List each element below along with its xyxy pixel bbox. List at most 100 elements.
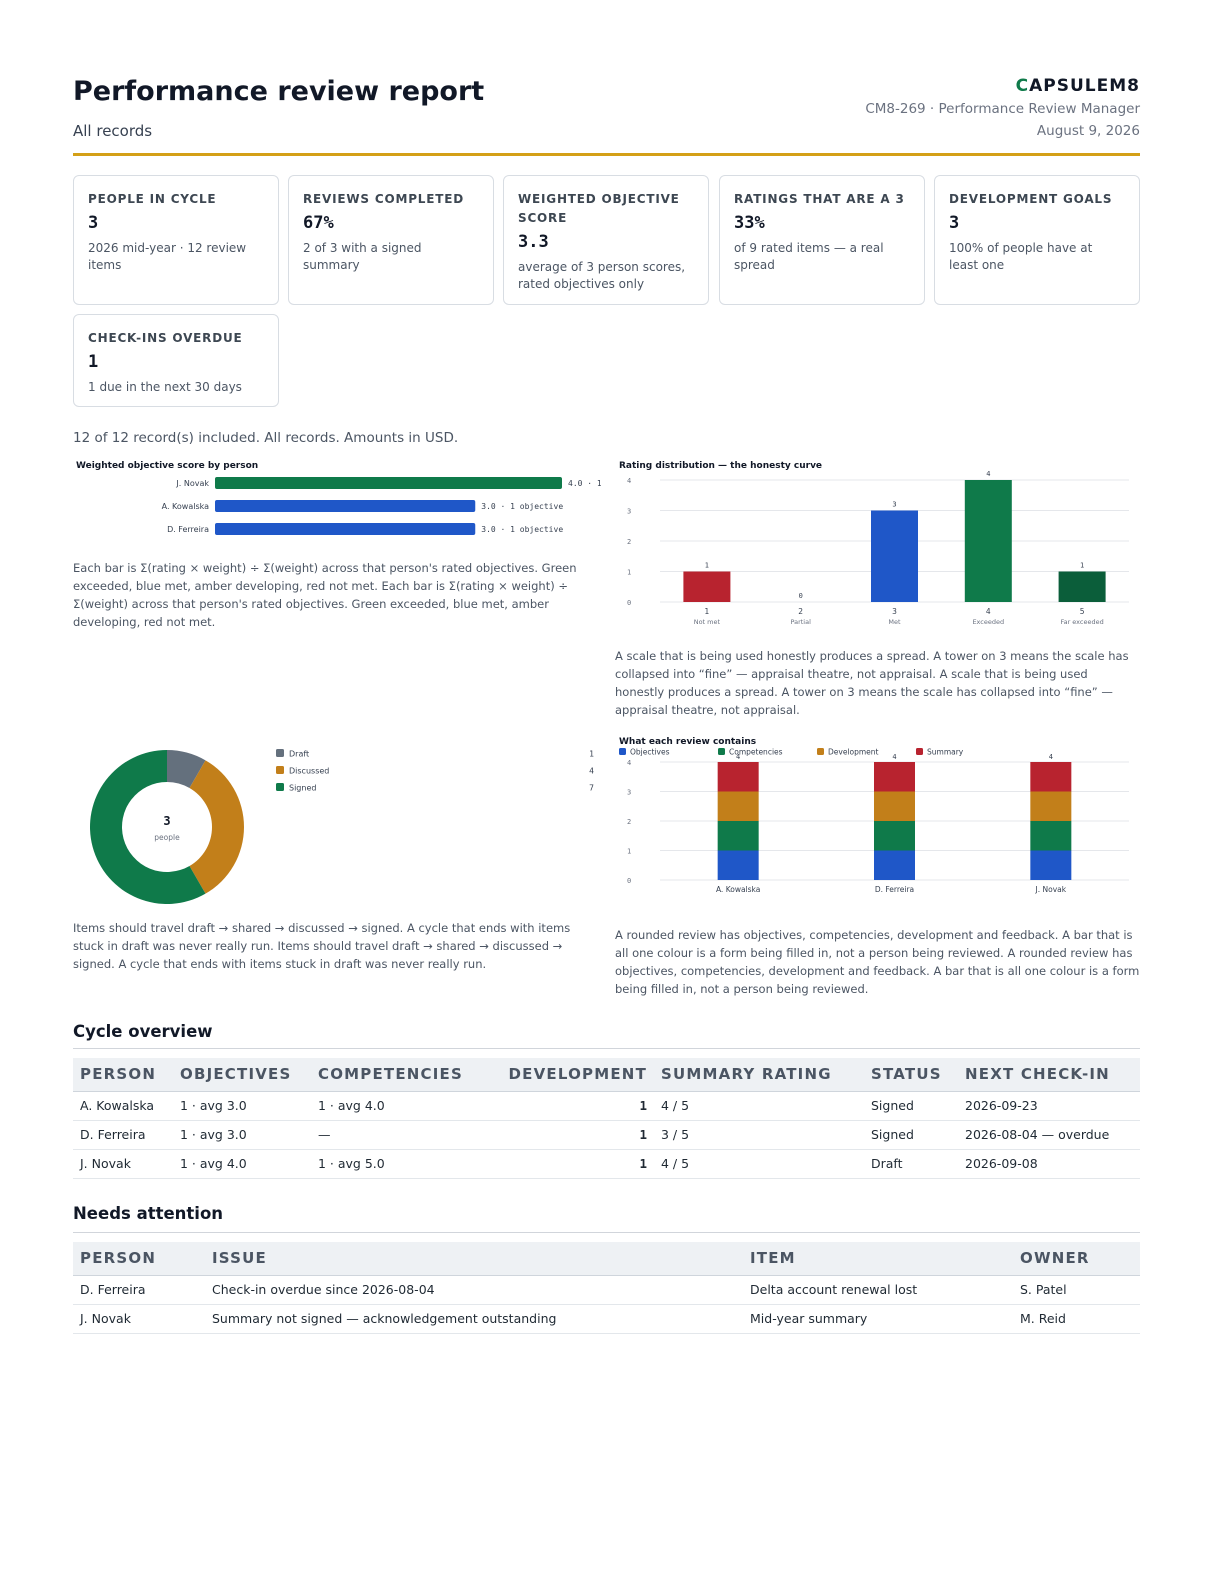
col-objectives: OBJECTIVES <box>173 1058 311 1092</box>
chart-caption: A rounded review has objectives, compete… <box>615 928 1140 996</box>
x-tick-sublabel: Met <box>888 618 901 626</box>
legend-label: Draft <box>289 750 309 759</box>
y-tick-label: 3 <box>627 789 631 797</box>
bar-total-label: 4 <box>736 753 740 761</box>
kpi-sub: 100% of people have at least one <box>949 241 1093 272</box>
col-person: PERSON <box>73 1242 205 1276</box>
table-row: J. Novak Summary not signed — acknowledg… <box>73 1304 1140 1334</box>
donut-center-value: 3 <box>163 814 170 828</box>
kpi-sub: 2 of 3 with a signed summary <box>303 241 422 272</box>
bar-mark <box>871 510 918 602</box>
needs-attention-table: PERSON ISSUE ITEM OWNER D. Ferreira Chec… <box>73 1242 1140 1334</box>
col-development: DEVELOPMENT <box>479 1058 654 1092</box>
donut-slice <box>89 750 206 904</box>
donut-center-label: people <box>154 833 180 842</box>
col-issue: ISSUE <box>205 1242 743 1276</box>
status-donut-chart-svg: 3 people Draft 1 Discussed 4 Signed 7 <box>89 749 594 904</box>
stack-segment <box>717 791 759 821</box>
bar-mark <box>964 480 1012 602</box>
cell-objectives: 1 · avg 3.0 <box>173 1120 311 1150</box>
kpi-label: Ratings that are a 3 <box>734 192 905 206</box>
bar-mark <box>215 477 562 489</box>
bar-value-label: 1 <box>705 562 709 570</box>
stack-segment <box>717 821 759 851</box>
kpi-value: 67% <box>303 213 334 233</box>
chart-status-donut: 3 people Draft 1 Discussed 4 Signed 7 Items sho… <box>73 735 601 973</box>
legend-swatch <box>276 766 284 774</box>
cell-item: Delta account renewal lost <box>743 1275 1013 1305</box>
cell-objectives: 1 · avg 3.0 <box>173 1091 311 1121</box>
y-tick-label: 1 <box>627 569 631 577</box>
cell-development: 1 <box>479 1091 654 1121</box>
bar-mark <box>215 500 476 512</box>
legend-label: Signed <box>289 784 316 793</box>
kpi-value: 33% <box>734 213 765 233</box>
legend-value: 1 <box>589 750 594 759</box>
kpi-value: 3 <box>949 213 960 233</box>
kpi-card-checkins: Check-ins overdue 1 1 due in the next 30… <box>73 314 279 407</box>
cell-person: D. Ferreira <box>73 1120 173 1150</box>
cell-status: Signed <box>864 1120 958 1150</box>
legend-swatch <box>718 748 725 755</box>
legend-swatch <box>916 748 923 755</box>
legend-value: 4 <box>589 767 594 776</box>
stack-segment <box>874 791 915 821</box>
report-header: Performance review report All records CA… <box>73 76 1140 156</box>
bar-value-label: 1 <box>1080 562 1084 570</box>
x-tick-label: D. Ferreira <box>875 885 914 894</box>
kpi-card-ratings: Ratings that are a 3 33% of 9 rated item… <box>719 175 925 305</box>
cell-next-checkin: 2026-09-08 <box>958 1149 1140 1179</box>
legend-swatch <box>817 748 824 755</box>
stack-segment <box>874 762 915 792</box>
report-id: CM8-269 · Performance Review Manager <box>865 101 1140 117</box>
x-tick-label: 2 <box>798 607 803 616</box>
table-row: D. Ferreira Check-in overdue since 2026-… <box>73 1275 1140 1305</box>
cell-owner: M. Reid <box>1013 1304 1140 1334</box>
stack-segment <box>874 821 915 851</box>
stack-segment <box>1030 850 1072 880</box>
donut-slice <box>189 760 244 894</box>
cell-person: A. Kowalska <box>73 1091 173 1121</box>
x-tick-sublabel: Partial <box>790 618 811 626</box>
needs-attention-heading: Needs attention <box>73 1204 224 1223</box>
chart-weighted-score: Weighted objective score by person J. No… <box>73 455 602 631</box>
table-header-row: PERSON ISSUE ITEM OWNER <box>73 1242 1140 1276</box>
brand-logo: CAPSULEM8 <box>1016 76 1140 96</box>
bar-value-label: 4 <box>986 470 990 478</box>
cell-development: 1 <box>479 1149 654 1179</box>
report-date: August 9, 2026 <box>1036 123 1140 139</box>
legend-label: Development <box>828 748 879 757</box>
col-competencies: COMPETENCIES <box>311 1058 479 1092</box>
legend-value: 7 <box>589 784 594 793</box>
chart-title: What each review contains <box>619 737 756 747</box>
cell-next-checkin: 2026-08-04 — overdue <box>958 1120 1140 1150</box>
bar-total-label: 4 <box>892 753 896 761</box>
x-tick-label: J. Novak <box>1035 885 1067 894</box>
bar-value-label: 0 <box>799 592 803 600</box>
cell-person: D. Ferreira <box>73 1275 205 1305</box>
table-row: J. Novak 1 · avg 4.0 1 · avg 5.0 1 4 / 5… <box>73 1149 1140 1179</box>
chart-title: Rating distribution — the honesty curve <box>619 461 822 471</box>
stack-segment <box>1030 821 1072 851</box>
legend-swatch <box>619 748 626 755</box>
kpi-sub: of 9 rated items — a real spread <box>734 241 884 272</box>
cycle-overview-table: PERSON OBJECTIVES COMPETENCIES DEVELOPME… <box>73 1058 1140 1179</box>
legend-swatch <box>276 783 284 791</box>
y-tick-label: 3 <box>627 508 631 516</box>
kpi-value: 3.3 <box>518 232 549 252</box>
kpi-label: Weighted objective score <box>518 192 680 225</box>
x-tick-sublabel: Exceeded <box>972 618 1004 626</box>
review-contents-chart-svg: What each review contains Objectives Comp… <box>619 737 1129 894</box>
cell-issue: Summary not signed — acknowledgement out… <box>205 1304 743 1334</box>
y-tick-label: 1 <box>627 848 631 856</box>
legend-label: Competencies <box>729 748 783 757</box>
cell-owner: S. Patel <box>1013 1275 1140 1305</box>
col-summary-rating: SUMMARY RATING <box>654 1058 864 1092</box>
cycle-overview-heading: Cycle overview <box>73 1022 213 1041</box>
kpi-card-reviews: Reviews completed 67% 2 of 3 with a sign… <box>288 175 494 305</box>
table-row: A. Kowalska 1 · avg 3.0 1 · avg 4.0 1 4 … <box>73 1091 1140 1121</box>
donut-slice <box>167 750 206 789</box>
stack-segment <box>1030 762 1072 792</box>
cell-person: J. Novak <box>73 1149 173 1179</box>
kpi-label: People in cycle <box>88 192 217 206</box>
